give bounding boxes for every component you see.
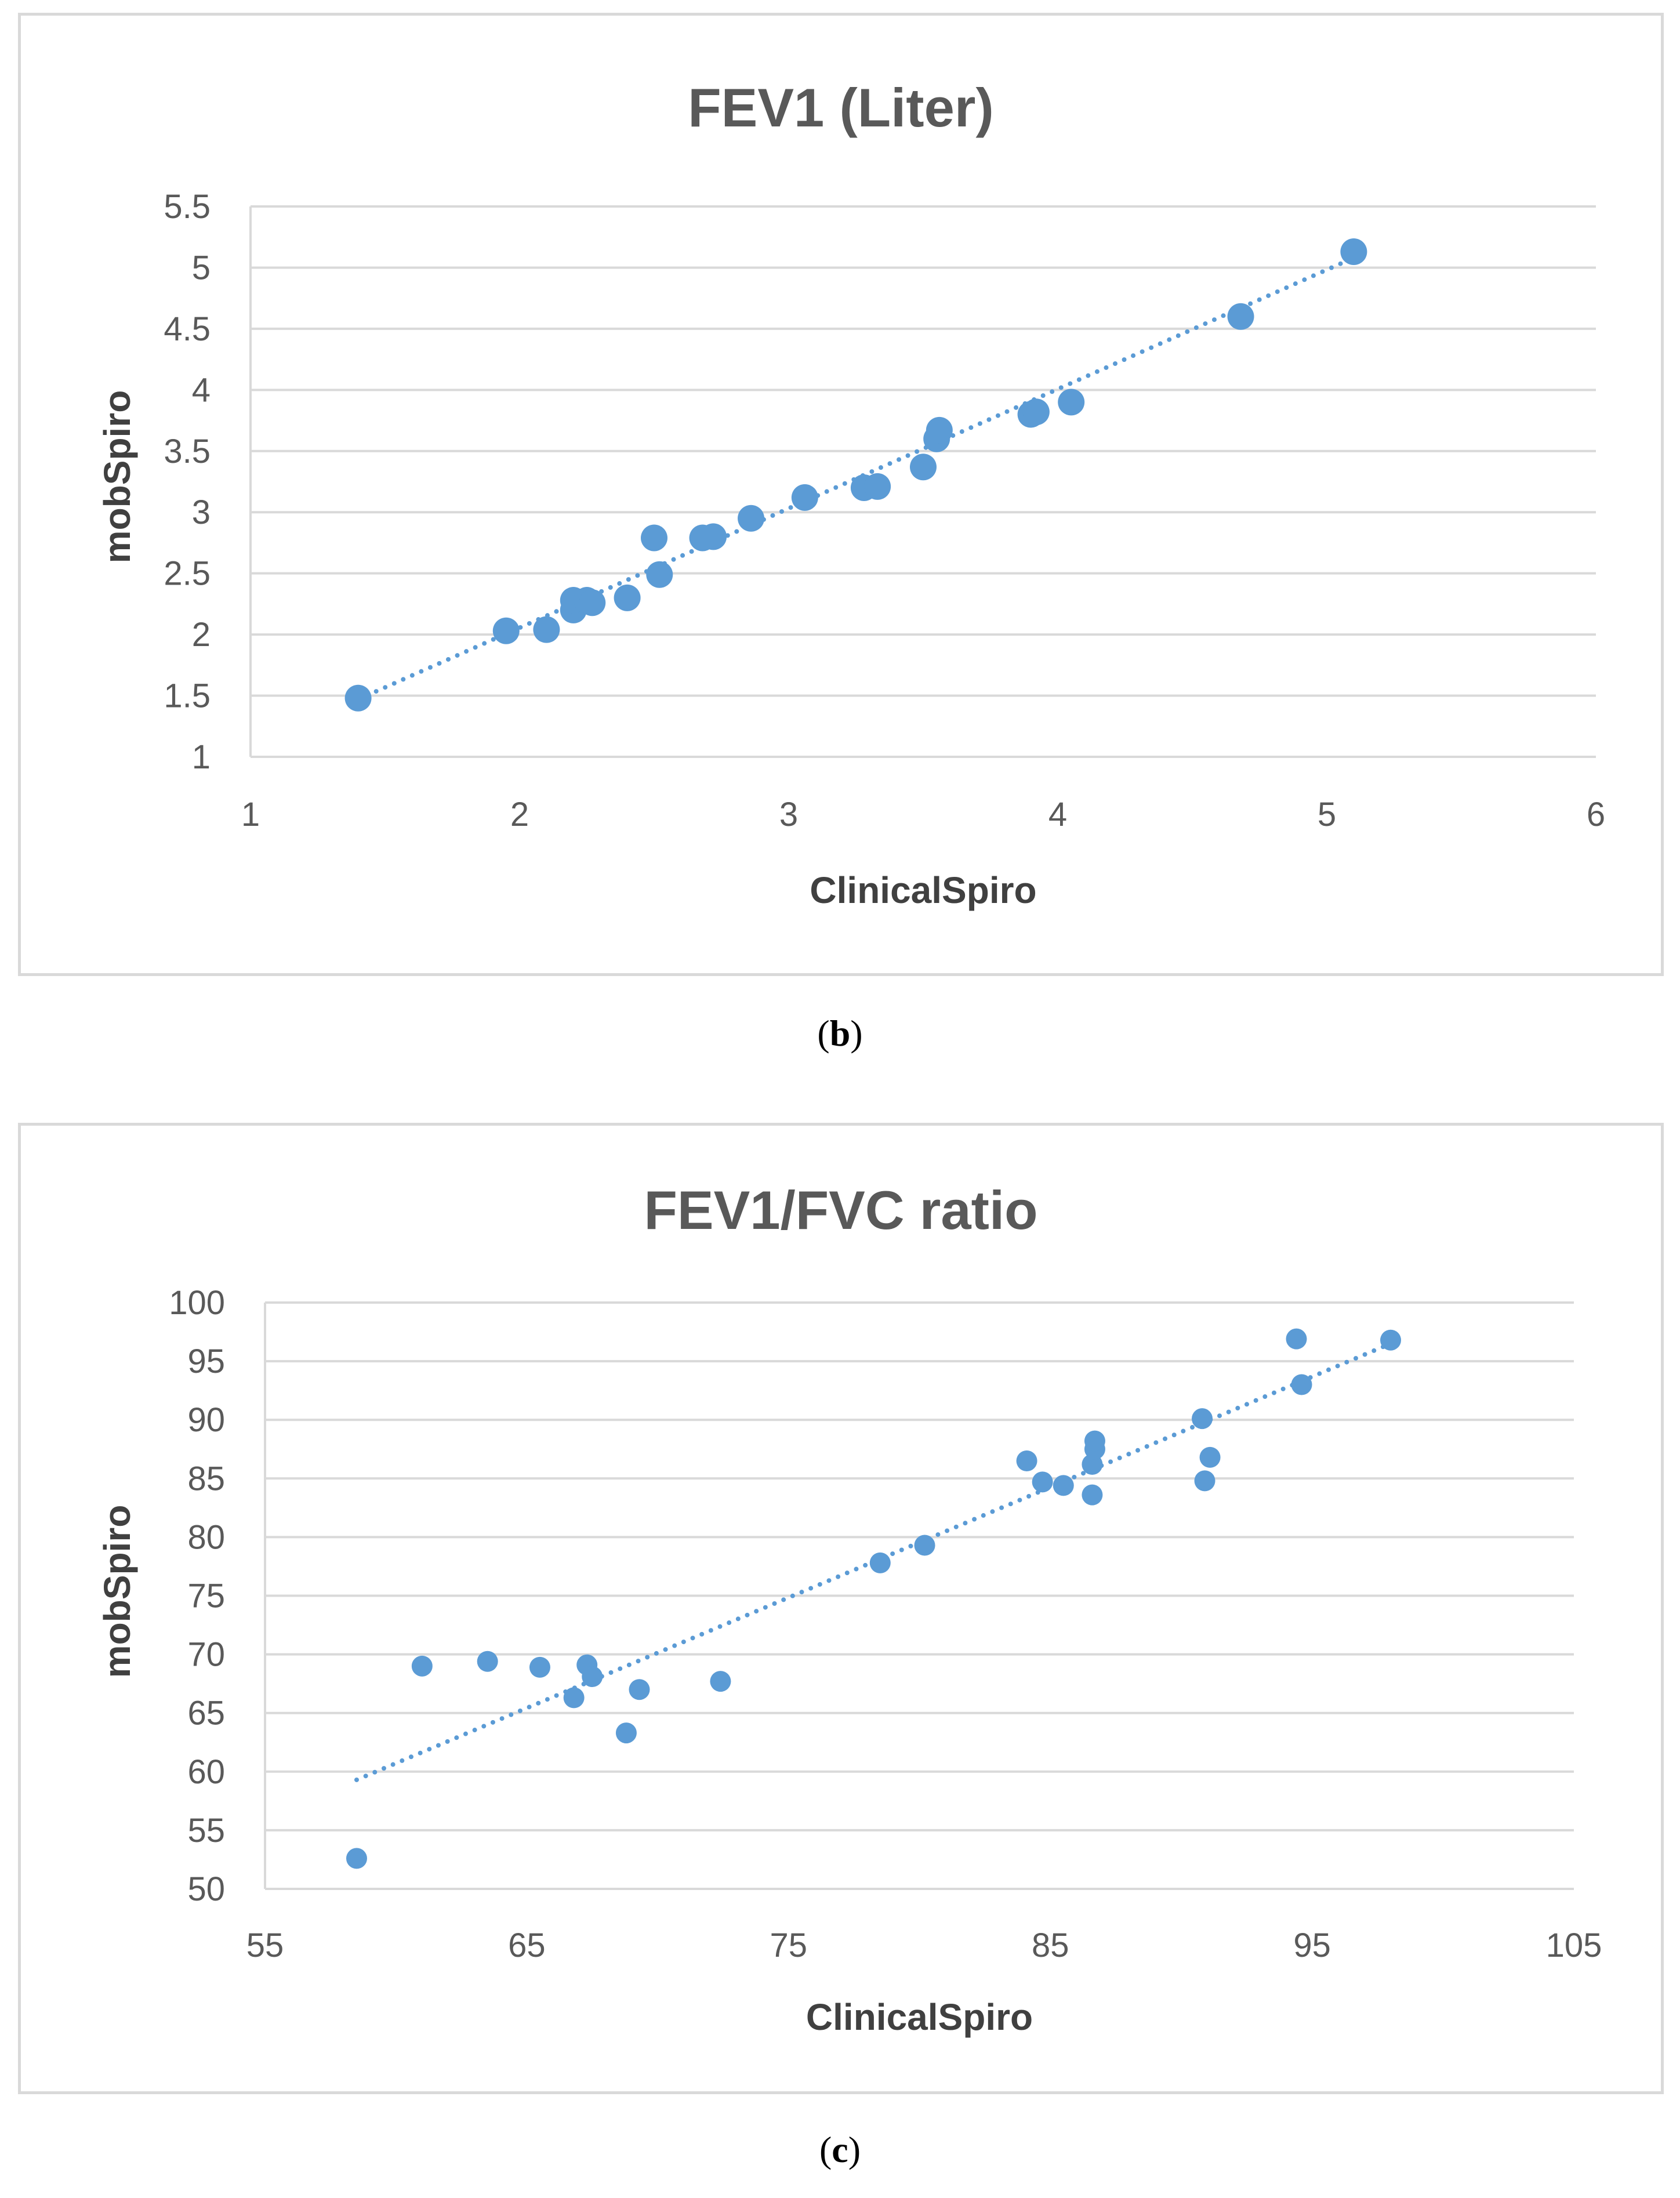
trendline <box>355 255 1356 702</box>
x-tick-label: 65 <box>508 1927 546 1964</box>
y-tick-label: 2 <box>192 616 211 654</box>
x-tick-label: 85 <box>1032 1927 1069 1964</box>
data-point <box>864 473 891 500</box>
chart-title: FEV1 (Liter) <box>688 77 994 138</box>
data-point <box>1192 1408 1213 1430</box>
data-point <box>1082 1484 1103 1506</box>
data-point <box>791 484 818 511</box>
caption-b: (b) <box>0 1012 1680 1055</box>
data-point <box>710 1671 731 1692</box>
x-tick-label: 3 <box>779 796 798 833</box>
x-axis-label: ClinicalSpiro <box>806 1996 1033 2038</box>
y-tick-label: 1 <box>192 738 211 776</box>
data-point <box>646 561 673 588</box>
data-point <box>563 1687 585 1709</box>
y-tick-label: 1.5 <box>164 677 211 715</box>
x-axis-label: ClinicalSpiro <box>810 869 1036 911</box>
x-tick-label: 5 <box>1318 796 1336 833</box>
chart-fev1-fvc-ratio: 50 55 60 65 70 75 80 85 90 95 100 55 65 75 85 95 105 FEV1… <box>18 1123 1664 2094</box>
caption-c-letter: c <box>832 2129 848 2170</box>
data-point <box>1380 1329 1402 1351</box>
data-point <box>529 1656 550 1678</box>
data-point <box>641 524 667 552</box>
data-point <box>1286 1328 1307 1350</box>
chart-title: FEV1/FVC ratio <box>644 1180 1037 1241</box>
x-tick-label: 1 <box>241 796 260 833</box>
y-tick-label: 100 <box>169 1284 225 1322</box>
data-point <box>700 523 727 550</box>
y-tick-label: 60 <box>187 1753 225 1791</box>
data-point <box>582 1666 603 1688</box>
y-tick-label: 4.5 <box>164 310 211 348</box>
x-tick-label: 2 <box>510 796 529 833</box>
data-point <box>533 616 560 643</box>
data-point <box>1032 1471 1053 1493</box>
data-point <box>910 454 937 481</box>
caption-b-close: ) <box>850 1013 863 1054</box>
y-tick-label: 95 <box>187 1343 225 1380</box>
x-tick-label: 6 <box>1587 796 1605 833</box>
data-point <box>926 416 953 444</box>
y-axis-label: mobSpiro <box>96 390 138 564</box>
x-tick-label: 105 <box>1546 1927 1602 1964</box>
y-tick-label: 5.5 <box>164 188 211 226</box>
y-tick-label: 4 <box>192 371 211 409</box>
x-tick-label: 75 <box>770 1927 808 1964</box>
x-tick-label: 95 <box>1293 1927 1331 1964</box>
caption-c-close: ) <box>848 2129 861 2170</box>
data-point <box>614 584 641 611</box>
y-tick-label: 5 <box>192 249 211 286</box>
data-point <box>411 1655 433 1677</box>
data-point <box>615 1722 637 1744</box>
data-point <box>1291 1374 1312 1395</box>
data-point <box>477 1651 498 1672</box>
data-point <box>344 684 372 712</box>
data-point <box>579 589 606 616</box>
data-point <box>1084 1430 1105 1452</box>
y-tick-label: 2.5 <box>164 555 211 593</box>
data-point <box>869 1552 891 1573</box>
y-tick-label: 80 <box>187 1518 225 1556</box>
y-tick-label: 85 <box>187 1460 225 1497</box>
y-tick-label: 55 <box>187 1812 225 1849</box>
y-tick-label: 50 <box>187 1870 225 1908</box>
caption-b-letter: b <box>829 1013 851 1054</box>
data-point <box>1227 303 1254 330</box>
data-point <box>738 505 765 532</box>
data-point <box>1058 389 1085 416</box>
y-tick-label: 3 <box>192 494 211 531</box>
chart-fev1: 1 1.5 2 2.5 3 3.5 4 4.5 5 5.5 1 2 3 4 5 6 FEV1 (Liter) Cl… <box>18 13 1664 976</box>
x-tick-label: 4 <box>1048 796 1067 833</box>
y-tick-label: 70 <box>187 1636 225 1674</box>
data-point <box>1340 238 1367 266</box>
data-point <box>629 1679 650 1700</box>
y-tick-label: 65 <box>187 1695 225 1732</box>
chart-fev1-svg: 1 1.5 2 2.5 3 3.5 4 4.5 5 5.5 1 2 3 4 5 6 FEV1 (Liter) Cl… <box>96 77 1605 911</box>
caption-c: (c) <box>0 2128 1680 2171</box>
y-tick-label: 90 <box>187 1401 225 1439</box>
data-point <box>914 1535 935 1556</box>
x-tick-label: 55 <box>246 1927 284 1964</box>
y-tick-label: 75 <box>187 1577 225 1615</box>
data-point <box>1016 1450 1037 1471</box>
data-point <box>346 1848 367 1869</box>
data-point <box>1022 398 1050 426</box>
y-axis-label: mobSpiro <box>96 1505 138 1678</box>
chart-fev1-fvc-ratio-svg: 50 55 60 65 70 75 80 85 90 95 100 55 65 75 85 95 105 FEV1… <box>96 1180 1602 2038</box>
data-point <box>1199 1446 1221 1468</box>
data-point <box>1194 1470 1215 1492</box>
caption-c-open: ( <box>819 2129 832 2170</box>
caption-b-open: ( <box>817 1013 830 1054</box>
data-point <box>492 617 520 644</box>
y-tick-label: 3.5 <box>164 433 211 470</box>
data-point <box>1053 1475 1074 1496</box>
